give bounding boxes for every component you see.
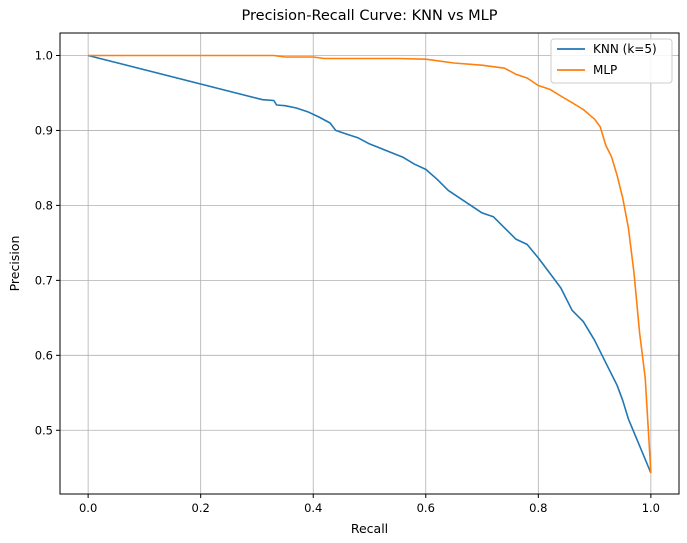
y-axis-label: Precision — [7, 236, 22, 292]
y-ticks: 0.5 0.6 0.7 0.8 0.9 1.0 — [35, 48, 60, 437]
chart-title: Precision-Recall Curve: KNN vs MLP — [242, 8, 498, 24]
grid-lines — [60, 33, 679, 494]
mlp-series-line — [88, 54, 652, 474]
x-tick-label: 0.4 — [304, 501, 322, 515]
x-tick-label: 0.0 — [79, 501, 97, 515]
legend-box — [550, 38, 673, 84]
y-tick-label: 0.6 — [35, 348, 53, 362]
x-axis-label: Recall — [351, 521, 388, 536]
y-tick-label: 0.9 — [35, 123, 53, 137]
x-ticks: 0.0 0.2 0.4 0.6 0.8 1.0 — [79, 494, 660, 515]
x-tick-label: 0.8 — [529, 501, 547, 515]
y-tick-label: 0.8 — [35, 198, 53, 212]
legend: KNN (k=5) MLP — [550, 38, 673, 84]
x-tick-label: 0.2 — [192, 501, 210, 515]
x-tick-label: 0.6 — [417, 501, 435, 515]
y-tick-label: 0.7 — [35, 273, 53, 287]
y-tick-label: 0.5 — [35, 423, 53, 437]
series-group — [87, 54, 652, 474]
knn-series-line — [87, 54, 652, 474]
legend-label-mlp: MLP — [593, 63, 617, 77]
y-tick-label: 1.0 — [35, 48, 53, 62]
plot-frame — [59, 32, 680, 495]
legend-label-knn: KNN (k=5) — [593, 42, 657, 56]
x-tick-label: 1.0 — [642, 501, 660, 515]
